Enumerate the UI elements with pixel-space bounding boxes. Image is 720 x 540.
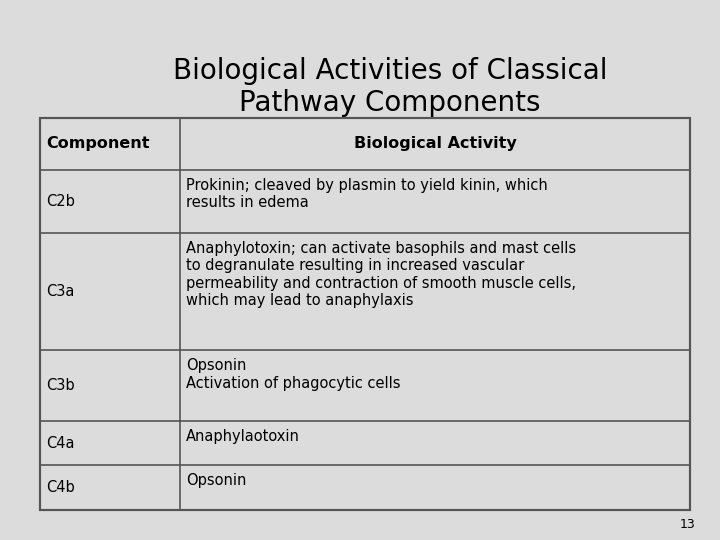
Text: C4b: C4b: [46, 480, 75, 495]
Text: C3a: C3a: [46, 284, 74, 299]
Bar: [40, 118, 690, 510]
Text: Opsonin
Activation of phagocytic cells: Opsonin Activation of phagocytic cells: [186, 359, 400, 391]
Text: C3b: C3b: [46, 378, 75, 393]
Text: Biological Activity: Biological Activity: [354, 136, 516, 151]
Text: 13: 13: [679, 518, 695, 531]
Text: Biological Activities of Classical
Pathway Components: Biological Activities of Classical Pathw…: [173, 57, 607, 117]
Text: C4a: C4a: [46, 436, 74, 450]
Text: C2b: C2b: [46, 194, 75, 209]
Text: Prokinin; cleaved by plasmin to yield kinin, which
results in edema: Prokinin; cleaved by plasmin to yield ki…: [186, 178, 547, 210]
Text: Component: Component: [46, 136, 150, 151]
Bar: [40, 118, 690, 510]
Text: Opsonin: Opsonin: [186, 474, 246, 488]
Text: Anaphylaotoxin: Anaphylaotoxin: [186, 429, 300, 444]
Text: Anaphylotoxin; can activate basophils and mast cells
to degranulate resulting in: Anaphylotoxin; can activate basophils an…: [186, 241, 576, 308]
